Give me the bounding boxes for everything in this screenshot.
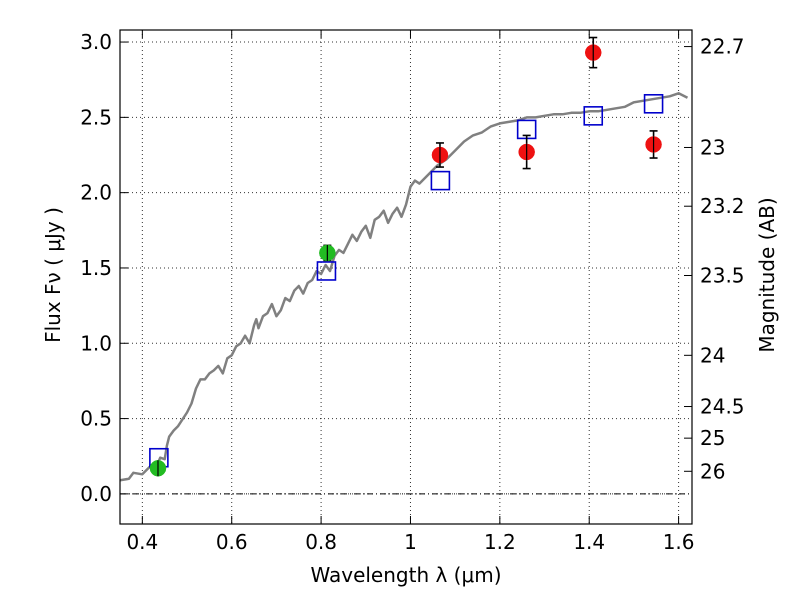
plot-frame	[119, 29, 693, 525]
y2-tick-label: 24.5	[700, 395, 745, 419]
x-tick-label: 1.2	[484, 530, 516, 554]
y-axis-label: Flux Fν ( μJy )	[41, 207, 65, 343]
model-photometry-square	[643, 93, 664, 114]
y-tick-label: 2.5	[80, 105, 112, 129]
y2-axis-label: Magnitude (AB)	[755, 197, 779, 352]
y2-tick-label: 23.5	[700, 263, 745, 287]
y2-tick-label: 23	[700, 135, 725, 159]
x-tick-label: 1	[404, 530, 417, 554]
y2-tick-label: 22.7	[700, 35, 745, 59]
model-photometry-square	[583, 106, 604, 126]
y2-tick-label: 26	[700, 459, 725, 483]
x-tick-label: 0.6	[216, 530, 248, 554]
model-layer	[120, 92, 689, 482]
model-photometry-square	[316, 261, 337, 281]
y-tick-label: 2.0	[80, 181, 112, 205]
y2-tick-label: 23.2	[700, 194, 745, 218]
x-axis-label: Wavelength λ (μm)	[310, 563, 501, 587]
y2-tick-label: 24	[700, 343, 725, 367]
y-tick-label: 0.5	[80, 407, 112, 431]
y-tick-label: 1.0	[80, 331, 112, 355]
y-tick-label: 0.0	[80, 482, 112, 506]
x-tick-label: 0.4	[126, 530, 158, 554]
x-tick-label: 1.6	[663, 530, 695, 554]
marks-layer	[149, 36, 664, 477]
x-tick-label: 1.4	[573, 530, 605, 554]
grid-layer	[120, 30, 692, 524]
model-photometry-square	[430, 170, 451, 191]
y2-tick-label: 25	[700, 426, 725, 450]
x-tick-label: 0.8	[305, 530, 337, 554]
y-tick-label: 3.0	[80, 30, 112, 54]
y-tick-label: 1.5	[80, 256, 112, 280]
model-spectrum-line	[120, 92, 689, 482]
ticks-layer: 0.4 0.6 0.8 1 1.2 1.4 1.6 0.0 0.5 1.0 1.5 2.0 2.5 3.0…	[80, 30, 745, 554]
